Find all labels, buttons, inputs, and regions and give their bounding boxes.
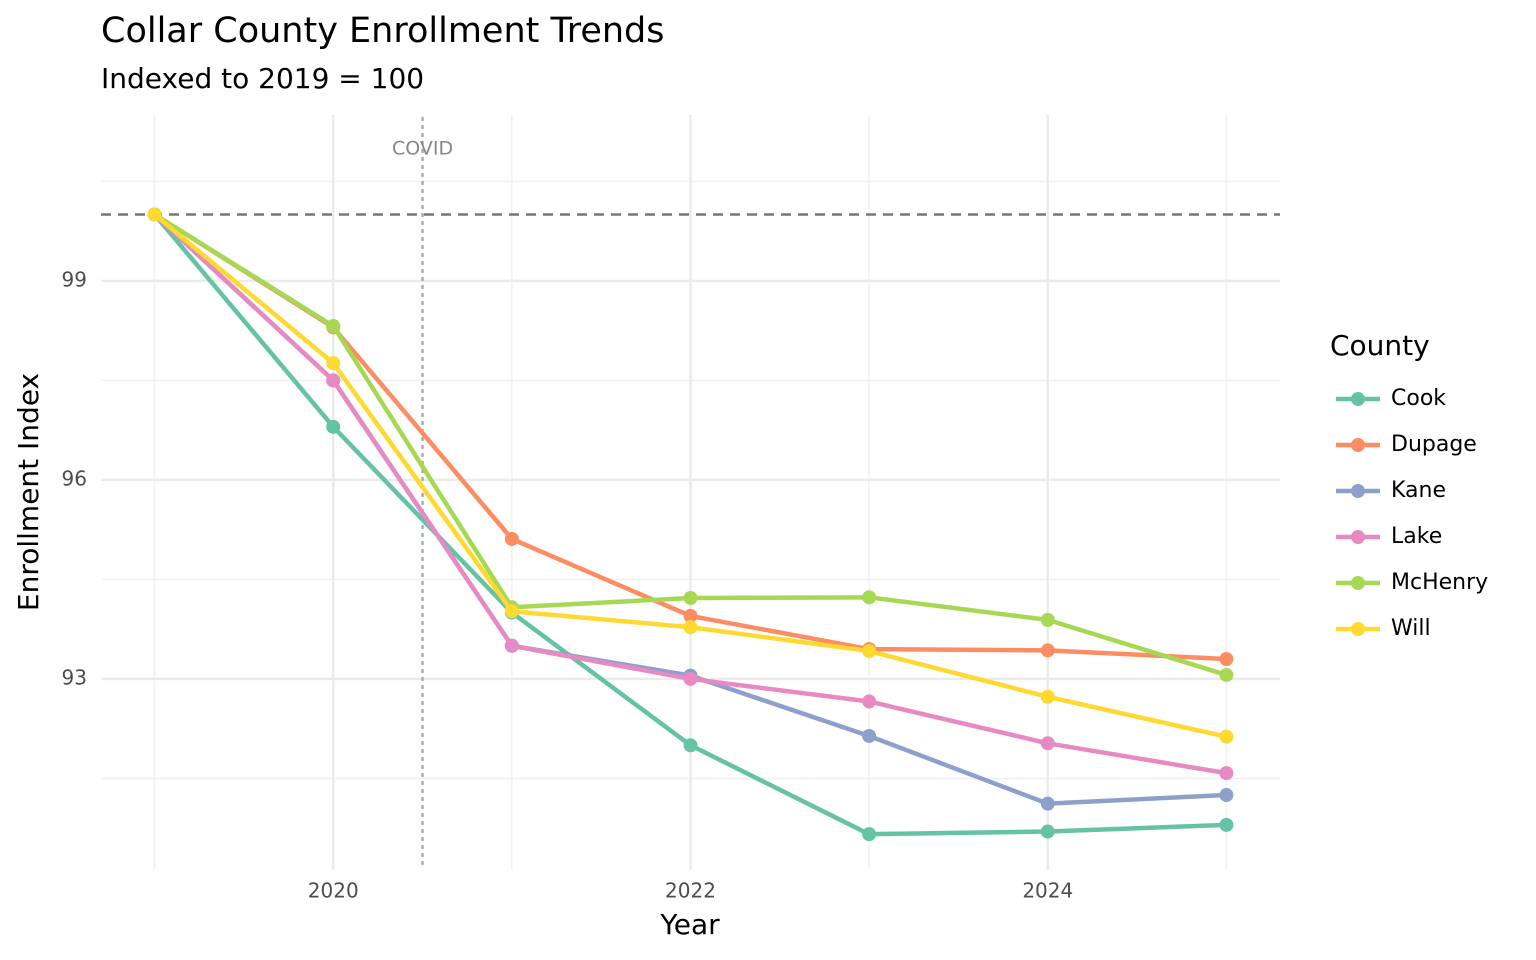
data-point	[683, 590, 698, 605]
x-tick-label: 2020	[308, 879, 359, 903]
chart-title: Collar County Enrollment Trends	[101, 11, 665, 51]
legend-swatch-point	[1351, 392, 1365, 406]
legend-swatch-point	[1351, 438, 1365, 452]
data-point	[1219, 817, 1234, 832]
data-point	[1040, 736, 1055, 751]
legend-label: Kane	[1391, 478, 1446, 503]
data-point	[504, 531, 519, 546]
legend-label: Cook	[1391, 386, 1446, 411]
legend-label: McHenry	[1391, 570, 1488, 595]
data-point	[147, 207, 162, 222]
data-point	[862, 590, 877, 605]
legend-swatch-point	[1351, 622, 1365, 636]
data-point	[1219, 652, 1234, 667]
data-point	[683, 738, 698, 753]
data-point	[862, 644, 877, 659]
y-tick-label: 99	[62, 267, 87, 291]
data-point	[1040, 643, 1055, 658]
data-point	[1219, 729, 1234, 744]
data-point	[862, 728, 877, 743]
legend-label: Dupage	[1391, 432, 1477, 457]
data-point	[1219, 667, 1234, 682]
x-tick-label: 2022	[665, 879, 716, 903]
data-point	[326, 419, 341, 434]
data-point	[683, 671, 698, 686]
legend-swatch-point	[1351, 530, 1365, 544]
data-point	[862, 827, 877, 842]
data-point	[1040, 824, 1055, 839]
data-point	[862, 694, 877, 709]
chart-subtitle: Indexed to 2019 = 100	[101, 62, 424, 95]
data-point	[504, 638, 519, 653]
legend-label: Lake	[1391, 524, 1442, 549]
event-label: COVID	[392, 138, 453, 160]
legend-title: County	[1330, 329, 1430, 362]
y-axis-label: Enrollment Index	[12, 373, 45, 611]
data-point	[1040, 689, 1055, 704]
data-point	[326, 356, 341, 371]
x-axis-label: Year	[659, 908, 720, 941]
x-tick-label: 2024	[1022, 879, 1073, 903]
y-tick-label: 96	[62, 466, 87, 490]
data-point	[504, 604, 519, 619]
legend-swatch-point	[1351, 484, 1365, 498]
data-point	[1219, 766, 1234, 781]
data-point	[1040, 612, 1055, 627]
data-point	[683, 608, 698, 623]
y-tick-label: 93	[62, 665, 87, 689]
data-point	[1040, 796, 1055, 811]
data-point	[683, 620, 698, 635]
data-point	[326, 318, 341, 333]
legend-label: Will	[1391, 616, 1431, 641]
data-point	[1219, 788, 1234, 803]
legend-swatch-point	[1351, 576, 1365, 590]
data-point	[326, 373, 341, 388]
